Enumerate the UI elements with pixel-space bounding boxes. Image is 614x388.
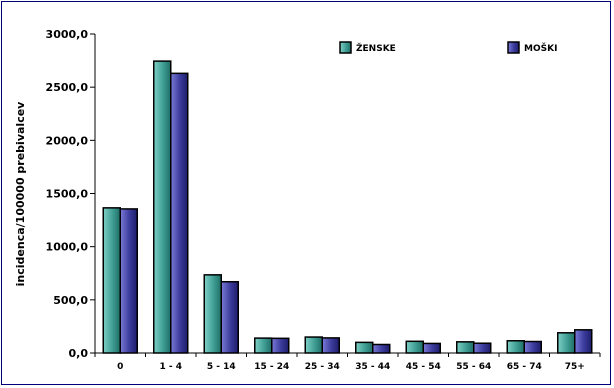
y-tick-label: 500,0 bbox=[53, 294, 88, 307]
y-tick-label: 0,0 bbox=[69, 347, 89, 360]
bar-moski-7 bbox=[473, 342, 492, 354]
legend-swatch bbox=[339, 41, 352, 54]
bars-layer bbox=[102, 60, 593, 354]
x-tick-labels: 0 1 - 4 5 - 14 15 - 24 25 - 34 35 - 44 45 - 54… bbox=[94, 353, 601, 372]
y-tick-label: 2000,0 bbox=[46, 134, 89, 147]
legend-label: ŽENSKE bbox=[356, 42, 396, 54]
bar-zenske-0 bbox=[102, 207, 121, 354]
bar-moski-2 bbox=[220, 281, 239, 354]
bar-moski-6 bbox=[422, 342, 441, 354]
bar-moski-0 bbox=[119, 208, 138, 354]
bar-moski-8 bbox=[523, 340, 542, 354]
x-tick-label: 0 bbox=[117, 362, 123, 372]
x-tick-label: 75+ bbox=[565, 362, 585, 372]
y-ticks: 0,0 500,0 1000,0 1500,0 2000,0 2500,0 3000,0 bbox=[46, 28, 95, 360]
y-axis-title: incidenca/100000 prebivalcev bbox=[14, 101, 27, 287]
bar-zenske-6 bbox=[405, 340, 424, 354]
bar-moski-5 bbox=[372, 343, 391, 354]
y-tick-label: 1500,0 bbox=[46, 188, 89, 201]
bar-zenske-2 bbox=[203, 274, 222, 354]
legend-swatch bbox=[507, 41, 520, 54]
x-tick-label: 35 - 44 bbox=[355, 362, 390, 372]
bar-moski-4 bbox=[321, 337, 340, 354]
y-tick-label: 1000,0 bbox=[46, 241, 89, 254]
bar-zenske-5 bbox=[355, 341, 374, 354]
legend-label: MOŠKI bbox=[524, 42, 557, 54]
bar-zenske-1 bbox=[153, 60, 172, 354]
bar-zenske-8 bbox=[506, 340, 525, 354]
bar-moski-9 bbox=[574, 329, 593, 354]
bar-zenske-3 bbox=[254, 337, 273, 354]
y-tick-label: 2500,0 bbox=[46, 81, 89, 94]
bar-zenske-9 bbox=[557, 332, 576, 354]
x-tick-label: 1 - 4 bbox=[159, 362, 182, 372]
legend: ŽENSKE MOŠKI bbox=[339, 41, 557, 54]
y-tick-label: 3000,0 bbox=[46, 28, 89, 41]
bar-zenske-4 bbox=[304, 336, 323, 354]
bar-zenske-7 bbox=[456, 341, 475, 354]
x-tick-label: 65 - 74 bbox=[507, 362, 542, 372]
bar-moski-3 bbox=[271, 337, 290, 354]
x-tick-label: 5 - 14 bbox=[207, 362, 236, 372]
x-tick-label: 25 - 34 bbox=[305, 362, 340, 372]
x-tick-label: 55 - 64 bbox=[456, 362, 491, 372]
x-tick-label: 45 - 54 bbox=[406, 362, 441, 372]
bar-moski-1 bbox=[170, 72, 189, 354]
x-tick-label: 15 - 24 bbox=[254, 362, 289, 372]
